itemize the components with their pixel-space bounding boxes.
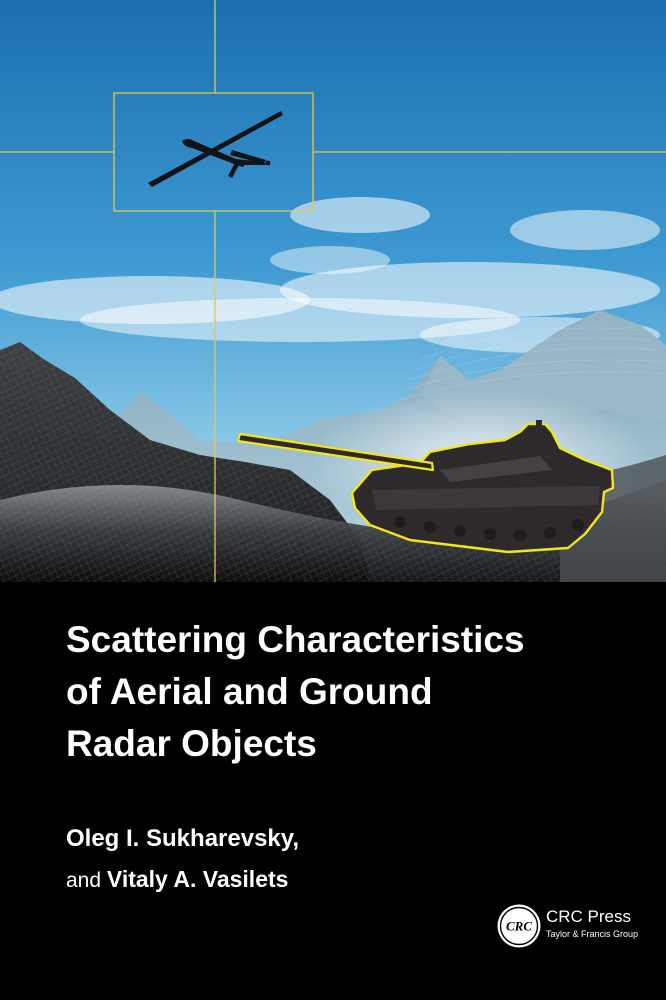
mountains-image bbox=[0, 310, 666, 582]
title-line-1: Scattering Characteristics bbox=[66, 619, 525, 660]
targeting-crosshair bbox=[0, 0, 666, 582]
authors: Oleg I. Sukharevsky, and Vitaly A. Vasil… bbox=[66, 824, 299, 896]
drone-icon bbox=[148, 111, 283, 187]
title-line-3: Radar Objects bbox=[66, 723, 317, 764]
crc-logo-text: CRC bbox=[506, 919, 532, 934]
book-title: Scattering Characteristics of Aerial and… bbox=[66, 614, 626, 770]
title-line-2: of Aerial and Ground bbox=[66, 671, 433, 712]
crc-logo-icon: CRC bbox=[497, 904, 541, 948]
cover-artwork bbox=[0, 0, 666, 582]
author-1: Oleg I. Sukharevsky, bbox=[66, 825, 300, 852]
tank-icon bbox=[236, 420, 615, 554]
publisher-group: Taylor & Francis Group bbox=[546, 929, 639, 939]
author-2: Vitaly A. Vasilets bbox=[106, 866, 289, 892]
author-conjunction: and bbox=[66, 869, 102, 892]
publisher-logo: CRC CRC Press Taylor & Francis Group bbox=[496, 903, 646, 949]
publisher-name: CRC Press bbox=[546, 907, 632, 926]
author-2-line: and Vitaly A. Vasilets bbox=[66, 864, 299, 896]
